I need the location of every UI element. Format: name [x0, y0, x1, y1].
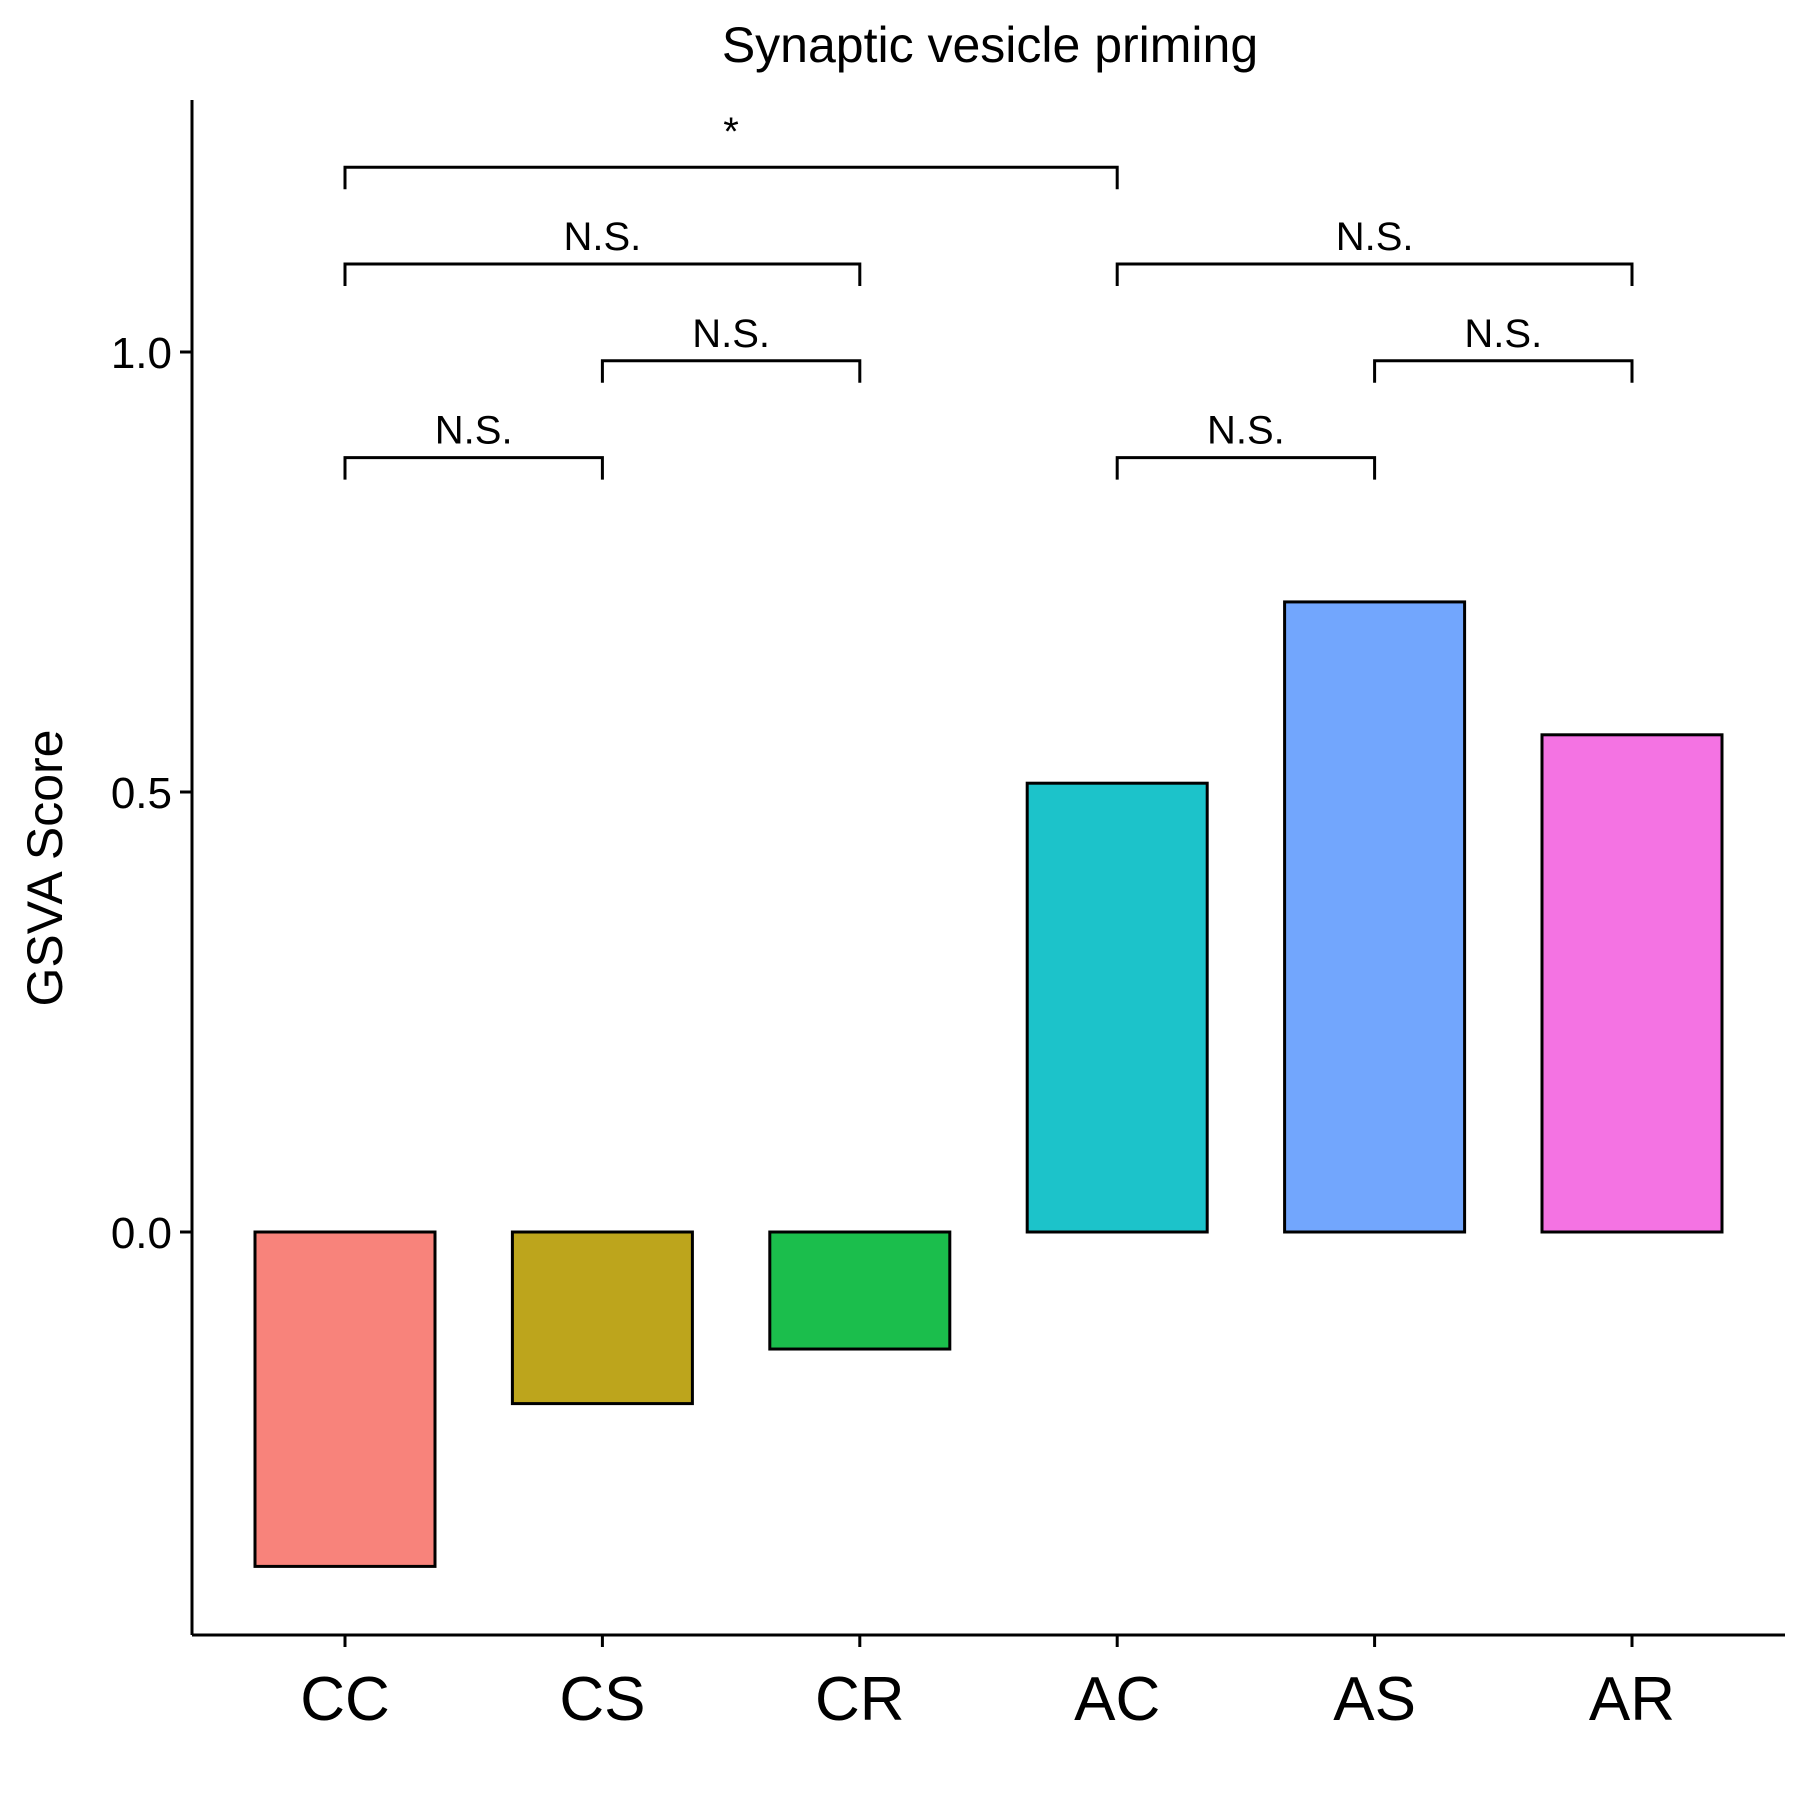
significance-label: N.S.: [1336, 215, 1414, 259]
bar-ac: [1025, 781, 1209, 1234]
bar-cs: [510, 1230, 694, 1406]
significance-label: N.S.: [1207, 409, 1285, 453]
comparison-bracket: [343, 262, 862, 286]
bar-cc: [253, 1230, 437, 1568]
comparison-bracket: [1373, 359, 1634, 383]
comparison-bracket: [343, 165, 1119, 190]
bar-cr: [768, 1230, 952, 1351]
y-axis: 0.0 0.5 1.0: [111, 100, 194, 1635]
comparison-bracket: [1115, 262, 1634, 286]
bar-ar: [1540, 733, 1724, 1234]
bars: [253, 600, 1724, 1568]
significance-label: N.S.: [564, 215, 642, 259]
significance-label: N.S.: [1464, 312, 1542, 356]
y-tick-label: 0.0: [111, 1209, 172, 1258]
x-axis: CC CS CR AC AS AR: [192, 1633, 1785, 1734]
x-tick-label: CS: [559, 1665, 645, 1734]
bar-as: [1283, 600, 1467, 1234]
significance-label: *: [723, 110, 739, 154]
y-tick-label: 1.0: [111, 329, 172, 378]
x-tick-label: CR: [815, 1665, 905, 1734]
chart-title: Synaptic vesicle priming: [722, 17, 1258, 73]
x-tick-label: AC: [1074, 1665, 1160, 1734]
comparison-bracket: [343, 456, 604, 480]
x-tick-label: CC: [300, 1665, 390, 1734]
comparison-bracket: [1115, 456, 1377, 480]
x-tick-label: AS: [1333, 1665, 1416, 1734]
y-tick-label: 0.5: [111, 769, 172, 818]
significance-brackets: N.S. N.S. N.S. * N.S. N.S. N.S.: [343, 110, 1634, 480]
y-axis-label: GSVA Score: [17, 730, 73, 1007]
x-tick-label: AR: [1589, 1665, 1675, 1734]
comparison-bracket: [600, 359, 862, 383]
significance-label: N.S.: [435, 409, 513, 453]
significance-label: N.S.: [692, 312, 770, 356]
